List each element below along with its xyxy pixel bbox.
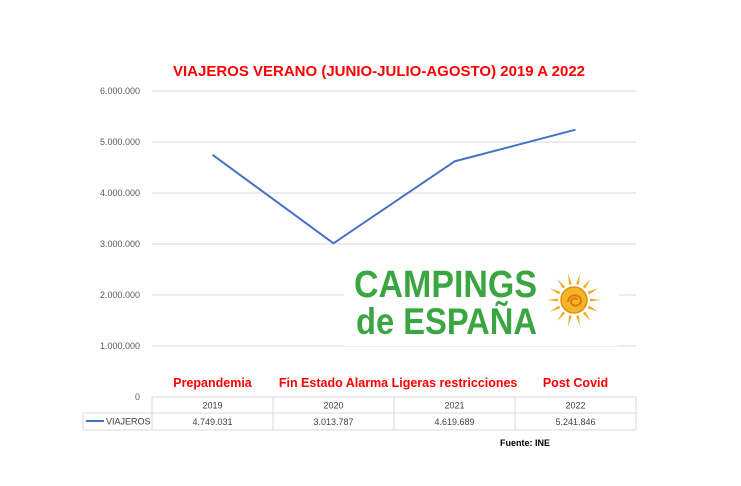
table-value-cell: 4.619.689 — [434, 417, 474, 427]
sun-ray — [587, 305, 599, 312]
legend-series-name: VIAJEROS — [106, 417, 151, 427]
table-value-cell: 5.241.846 — [555, 417, 595, 427]
logo-line-2: de ESPAÑA — [356, 300, 537, 342]
series-lines — [211, 128, 576, 245]
data-table-value-row: 4.749.031 3.013.787 4.619.689 5.241.846 — [192, 417, 595, 427]
period-label: Prepandemia — [173, 376, 253, 390]
sun-ray — [557, 311, 566, 322]
sun-ray — [587, 288, 599, 295]
y-tick-label: 0 — [135, 392, 140, 402]
y-tick-label: 3.000.000 — [100, 239, 140, 249]
campings-de-espana-logo: CAMPINGS de ESPAÑA — [344, 256, 619, 346]
series-line-viajeros — [211, 128, 576, 245]
sun-ray — [549, 305, 561, 312]
sun-ray — [582, 311, 591, 322]
y-tick-label: 1.000.000 — [100, 341, 140, 351]
period-label: Ligeras restricciones — [392, 376, 518, 390]
sun-ray — [568, 315, 572, 327]
sun-ray — [582, 278, 591, 289]
source-note: Fuente: INE — [500, 438, 550, 448]
table-year-cell: 2022 — [565, 401, 585, 411]
sun-ray — [549, 288, 561, 295]
y-tick-label: 5.000.000 — [100, 137, 140, 147]
y-tick-label: 2.000.000 — [100, 290, 140, 300]
table-value-cell: 3.013.787 — [313, 417, 353, 427]
period-label: Post Covid — [543, 376, 608, 390]
period-label: Fin Estado Alarma — [279, 376, 389, 390]
y-axis-ticks: 0 1.000.000 2.000.000 3.000.000 4.000.000 5.0… — [100, 86, 140, 402]
period-labels: Prepandemia Fin Estado Alarma Ligeras rest… — [173, 376, 608, 390]
chart-title: VIAJEROS VERANO (JUNIO-JULIO-AGOSTO) 201… — [173, 63, 585, 80]
sun-ray — [568, 273, 572, 285]
table-value-cell: 4.749.031 — [192, 417, 232, 427]
sun-ray — [547, 298, 559, 302]
logo-line-1: CAMPINGS — [354, 264, 537, 306]
sun-ray — [589, 298, 601, 302]
y-tick-label: 6.000.000 — [100, 86, 140, 96]
sun-ray — [557, 278, 566, 289]
sun-ray — [576, 273, 580, 285]
table-year-cell: 2020 — [323, 401, 343, 411]
table-year-cell: 2019 — [202, 401, 222, 411]
data-table-borders — [82, 396, 637, 431]
y-tick-label: 4.000.000 — [100, 188, 140, 198]
sun-ray — [576, 315, 580, 327]
data-table: 2019 2020 2021 2022 4.749.031 3.013.787 4.619… — [82, 396, 637, 431]
data-table-year-row: 2019 2020 2021 2022 — [202, 401, 585, 411]
table-year-cell: 2021 — [444, 401, 464, 411]
sun-icon — [547, 273, 601, 327]
